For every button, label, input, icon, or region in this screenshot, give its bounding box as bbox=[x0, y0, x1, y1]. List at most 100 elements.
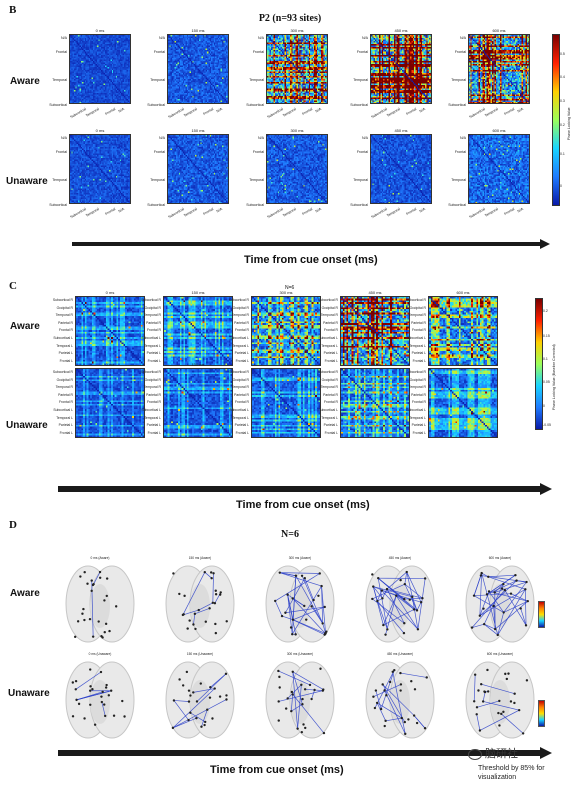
panel-b-xtick: N/A bbox=[314, 207, 322, 214]
electrode-node bbox=[379, 707, 383, 711]
panel-c-cbar-label: Phase Locking Value (Baseline Corrected) bbox=[552, 344, 556, 410]
electrode-node bbox=[412, 714, 416, 717]
panel-b-heatmap bbox=[69, 34, 131, 104]
electrode-node bbox=[521, 732, 525, 735]
electrode-node bbox=[472, 700, 476, 703]
panel-b-ytick: Subcortical bbox=[246, 103, 264, 107]
electrode-node bbox=[225, 698, 228, 701]
electrode-node bbox=[97, 620, 100, 623]
electrode-node bbox=[385, 694, 388, 697]
panel-d-time-arrow bbox=[58, 746, 552, 759]
electrode-node bbox=[291, 597, 294, 600]
panel-c-ytick: Frontal R bbox=[59, 400, 73, 405]
panel-b-xtick: Subcortical bbox=[468, 207, 486, 220]
network-edge bbox=[479, 591, 490, 616]
panel-c-ytick: Subcortical R bbox=[52, 298, 73, 302]
panel-c-ytick: Subcortical R bbox=[405, 370, 426, 374]
network-edge bbox=[291, 585, 322, 635]
network-edge bbox=[474, 593, 512, 597]
electrode-node bbox=[90, 589, 93, 593]
panel-c-heatmap bbox=[75, 368, 145, 438]
electrode-node bbox=[91, 688, 94, 691]
network-edge bbox=[404, 571, 408, 585]
electrode-node bbox=[291, 693, 294, 696]
electrode-node bbox=[399, 671, 402, 675]
electrode-node bbox=[310, 605, 313, 608]
brain-midline bbox=[490, 680, 510, 724]
panel-c-ytick: Frontal L bbox=[235, 358, 249, 363]
network-edge bbox=[101, 701, 106, 716]
panel-b-xtick: Frontal bbox=[503, 107, 516, 117]
electrode-node bbox=[493, 627, 497, 631]
electrode-node bbox=[382, 623, 385, 627]
electrode-node bbox=[88, 617, 92, 621]
electrode-node bbox=[319, 667, 322, 670]
network-edge bbox=[481, 572, 489, 578]
electrode-node bbox=[83, 570, 86, 574]
panel-b-ytick: Temporal bbox=[353, 178, 368, 182]
panel-c-ytick: Parietal R bbox=[58, 320, 73, 325]
network-edge bbox=[488, 574, 516, 578]
panel-b-xtick: Temporal bbox=[483, 207, 499, 218]
network-edge bbox=[395, 595, 419, 630]
panel-c-ytick: Frontal R bbox=[324, 400, 338, 405]
electrode-node bbox=[212, 572, 215, 575]
electrode-node bbox=[204, 720, 207, 724]
electrode-node bbox=[99, 670, 103, 674]
electrode-node bbox=[486, 668, 489, 672]
electrode-node bbox=[294, 633, 297, 636]
panel-b-time-label: 300 ms bbox=[290, 128, 304, 133]
panel-c-time-label: 150 ms bbox=[191, 290, 205, 295]
panel-b-ytick: Frontal bbox=[153, 150, 165, 154]
electrode-node bbox=[296, 727, 299, 730]
electrode-node bbox=[74, 679, 78, 683]
panel-c-cbar-tick: 0.05 bbox=[543, 380, 550, 384]
electrode-node bbox=[90, 579, 93, 582]
electrode-node bbox=[108, 629, 111, 633]
panel-c-ytick: Temporal R bbox=[320, 313, 338, 318]
electrode-node bbox=[284, 707, 288, 710]
network-edge bbox=[385, 717, 402, 722]
panel-c-ytick: Parietal L bbox=[58, 351, 73, 356]
electrode-node bbox=[300, 574, 304, 577]
panel-d-time-label: 0 ms (Aware) bbox=[90, 556, 110, 560]
electrode-node bbox=[277, 700, 280, 703]
panel-c-cbar-tick: 0.15 bbox=[543, 334, 550, 338]
panel-d-time-label: 450 ms (Aware) bbox=[388, 556, 412, 560]
panel-c-ytick: Parietal L bbox=[323, 423, 338, 428]
electrode-node bbox=[73, 635, 77, 639]
panel-c-ytick: Temporal L bbox=[409, 343, 426, 348]
panel-b-xtick: Temporal bbox=[281, 207, 297, 218]
panel-b-xtick: Temporal bbox=[385, 207, 401, 218]
panel-b-ytick: Frontal bbox=[55, 50, 67, 54]
panel-d-brain-network bbox=[365, 661, 435, 739]
panel-b-xtick: N/A bbox=[314, 107, 322, 114]
electrode-node bbox=[301, 697, 304, 701]
network-edge bbox=[279, 572, 296, 577]
network-edge bbox=[377, 600, 405, 634]
panel-c-ytick: Subcortical R bbox=[317, 298, 338, 302]
electrode-node bbox=[500, 587, 504, 590]
panel-b-xtick: N/A bbox=[117, 207, 125, 214]
panel-c-time-label: 600 ms bbox=[456, 290, 470, 295]
network-edge bbox=[484, 623, 496, 630]
network-edge bbox=[321, 586, 326, 634]
panel-c-ytick: Parietal R bbox=[411, 320, 426, 325]
panel-c-ytick: Temporal L bbox=[232, 343, 249, 348]
network-edge bbox=[481, 683, 515, 695]
electrode-node bbox=[391, 670, 394, 673]
network-edge bbox=[292, 598, 326, 634]
panel-b-ytick: N/A bbox=[258, 136, 264, 140]
panel-c-ytick: Parietal R bbox=[323, 320, 338, 325]
electrode-node bbox=[172, 572, 175, 575]
electrode-node bbox=[505, 677, 509, 681]
electrode-node bbox=[71, 681, 75, 684]
panel-c-ytick: Parietal L bbox=[323, 351, 338, 356]
panel-c-letter: C bbox=[9, 280, 17, 292]
electrode-node bbox=[425, 676, 428, 679]
electrode-node bbox=[509, 592, 513, 595]
panel-c-ytick: Subcortical R bbox=[317, 370, 338, 374]
network-edge bbox=[292, 694, 325, 734]
network-edge bbox=[292, 671, 324, 690]
electrode-node bbox=[317, 594, 320, 597]
